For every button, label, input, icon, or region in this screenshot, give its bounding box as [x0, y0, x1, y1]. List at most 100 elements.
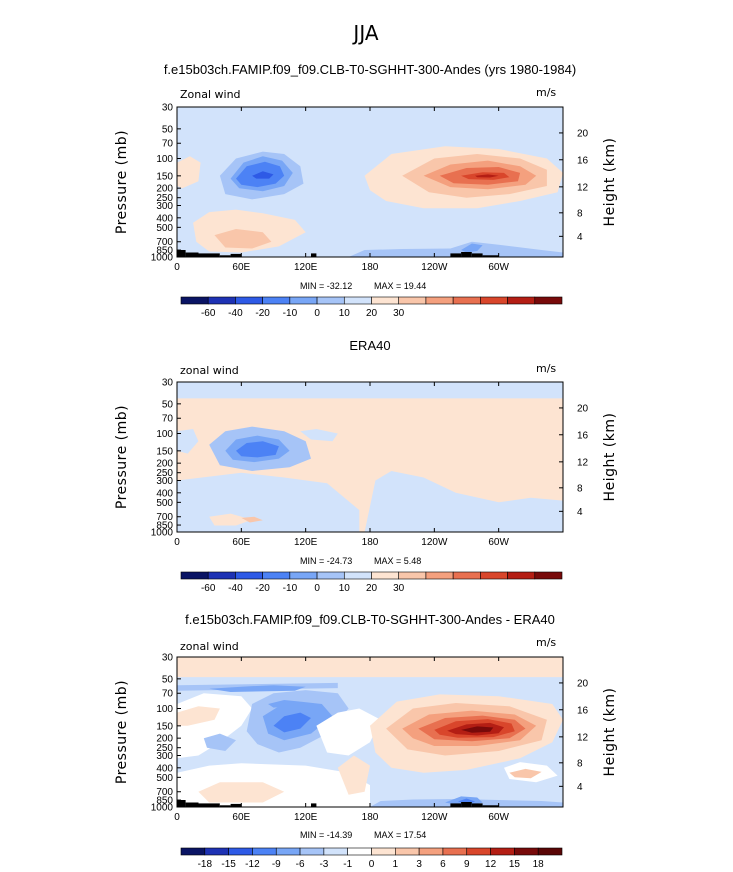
units-label: m/s — [536, 86, 556, 99]
colorbar-swatch — [207, 571, 236, 580]
y-tick-label: 70 — [162, 414, 174, 425]
y-tick-label: 700 — [156, 787, 173, 798]
colorbar: -60 -40 -20 -10 0 10 20 30 — [180, 296, 563, 319]
y-tick-label: 150 — [156, 721, 173, 732]
colorbar-tick-label: 20 — [366, 308, 378, 319]
y-tick-label: 30 — [162, 103, 174, 114]
colorbar-tick-label: 0 — [369, 859, 375, 870]
y-tick-label: 1000 — [151, 803, 174, 814]
x-tick-label: 180 — [362, 812, 379, 823]
colorbar-swatch — [275, 847, 301, 856]
colorbar-tick-label: -40 — [228, 583, 243, 594]
colorbar-tick-label: 1 — [393, 859, 399, 870]
x-tick-label: 120E — [294, 262, 318, 273]
contour-region — [198, 782, 285, 803]
y-tick-label: 100 — [156, 704, 173, 715]
colorbar-swatch — [452, 296, 481, 305]
colorbar-tick-label: 0 — [314, 308, 320, 319]
colorbar-swatch — [323, 847, 348, 856]
panel-title: f.e15b03ch.FAMIP.f09_f09.CLB-T0-SGHHT-30… — [185, 612, 555, 627]
colorbar-swatch — [425, 571, 454, 580]
y-tick-label: 700 — [156, 237, 173, 248]
units-label: m/s — [536, 362, 556, 375]
topography-bar — [482, 805, 499, 807]
y-tick-label: 1000 — [151, 253, 174, 264]
height-tick-label: 20 — [577, 678, 589, 689]
colorbar-swatch — [480, 571, 508, 580]
y-tick-label: 250 — [156, 193, 173, 204]
colorbar-swatch — [442, 847, 468, 856]
variable-label: zonal wind — [180, 364, 239, 377]
colorbar-swatch — [371, 847, 396, 856]
colorbar-tick-label: 6 — [440, 859, 446, 870]
contour-region — [268, 700, 301, 708]
y-axis-title: Pressure (mb) — [114, 405, 130, 509]
colorbar: -60 -40 -20 -10 0 10 20 30 — [180, 571, 563, 594]
contour-region — [203, 733, 236, 751]
y-tick-label: 850 — [156, 246, 173, 257]
y-tick-label: 250 — [156, 743, 173, 754]
y-tick-label: 1000 — [151, 528, 174, 539]
colorbar-swatch — [262, 296, 291, 305]
min-readout: MIN = -32.12 — [300, 281, 352, 291]
height-tick-label: 20 — [577, 128, 589, 139]
x-tick-label: 180 — [362, 262, 379, 273]
colorbar-tick-label: 3 — [416, 859, 422, 870]
topography-bar — [198, 803, 220, 807]
contour-region — [348, 241, 563, 257]
colorbar-tick-label: -20 — [255, 308, 270, 319]
y-axis-right-title: Height (km) — [602, 688, 618, 777]
plot-area: 0 60E 120E 180 120W 60W3050701001502002503004… — [151, 378, 589, 549]
height-tick-label: 16 — [577, 705, 589, 716]
y-tick-label: 70 — [162, 689, 174, 700]
topography-bar — [185, 802, 199, 807]
x-tick-label: 60E — [232, 262, 250, 273]
contour-region — [177, 706, 220, 726]
contour-region — [364, 471, 563, 532]
colorbar-swatch — [452, 571, 481, 580]
topography-bar — [450, 803, 462, 807]
x-tick-label: 0 — [174, 262, 180, 273]
contour-region — [273, 712, 311, 733]
x-tick-label: 60W — [488, 812, 509, 823]
colorbar: -18 -15 -12 -9 -6 -3 -1 0 1 3 6 9 12 15 18 — [180, 847, 563, 870]
contour-region — [300, 429, 338, 442]
colorbar-swatch — [262, 571, 291, 580]
contour-region — [475, 174, 499, 178]
contour-region — [337, 755, 370, 795]
y-tick-label: 500 — [156, 223, 173, 234]
topography-bar — [177, 250, 186, 257]
y-tick-label: 400 — [156, 763, 173, 774]
contour-region — [177, 429, 199, 454]
y-tick-label: 500 — [156, 773, 173, 784]
colorbar-tick-label: -6 — [296, 859, 305, 870]
colorbar-tick-label: 10 — [339, 583, 351, 594]
x-tick-label: 60W — [488, 262, 509, 273]
topography-bar — [461, 252, 472, 257]
colorbar-tick-label: 20 — [366, 583, 378, 594]
colorbar-swatch — [228, 847, 253, 856]
topography-bar — [482, 255, 499, 257]
height-tick-label: 20 — [577, 403, 589, 414]
y-tick-label: 50 — [162, 674, 174, 685]
x-tick-label: 120W — [421, 812, 448, 823]
y-tick-label: 300 — [156, 751, 173, 762]
x-tick-label: 0 — [174, 812, 180, 823]
colorbar-swatch — [418, 847, 444, 856]
colorbar-tick-label: -60 — [201, 308, 216, 319]
colorbar-swatch — [347, 847, 372, 856]
contour-region — [509, 768, 542, 779]
topography-bar — [219, 805, 231, 807]
x-tick-label: 120W — [421, 262, 448, 273]
topography-bar — [311, 253, 317, 257]
colorbar-tick-label: -20 — [255, 583, 270, 594]
contour-region — [316, 708, 381, 756]
colorbar-swatch — [534, 571, 563, 580]
height-tick-label: 16 — [577, 430, 589, 441]
height-tick-label: 12 — [577, 182, 589, 193]
colorbar-tick-label: -12 — [245, 859, 260, 870]
variable-label: zonal wind — [180, 640, 239, 653]
y-tick-label: 850 — [156, 796, 173, 807]
y-tick-label: 850 — [156, 521, 173, 532]
min-readout: MIN = -14.39 — [300, 830, 352, 840]
